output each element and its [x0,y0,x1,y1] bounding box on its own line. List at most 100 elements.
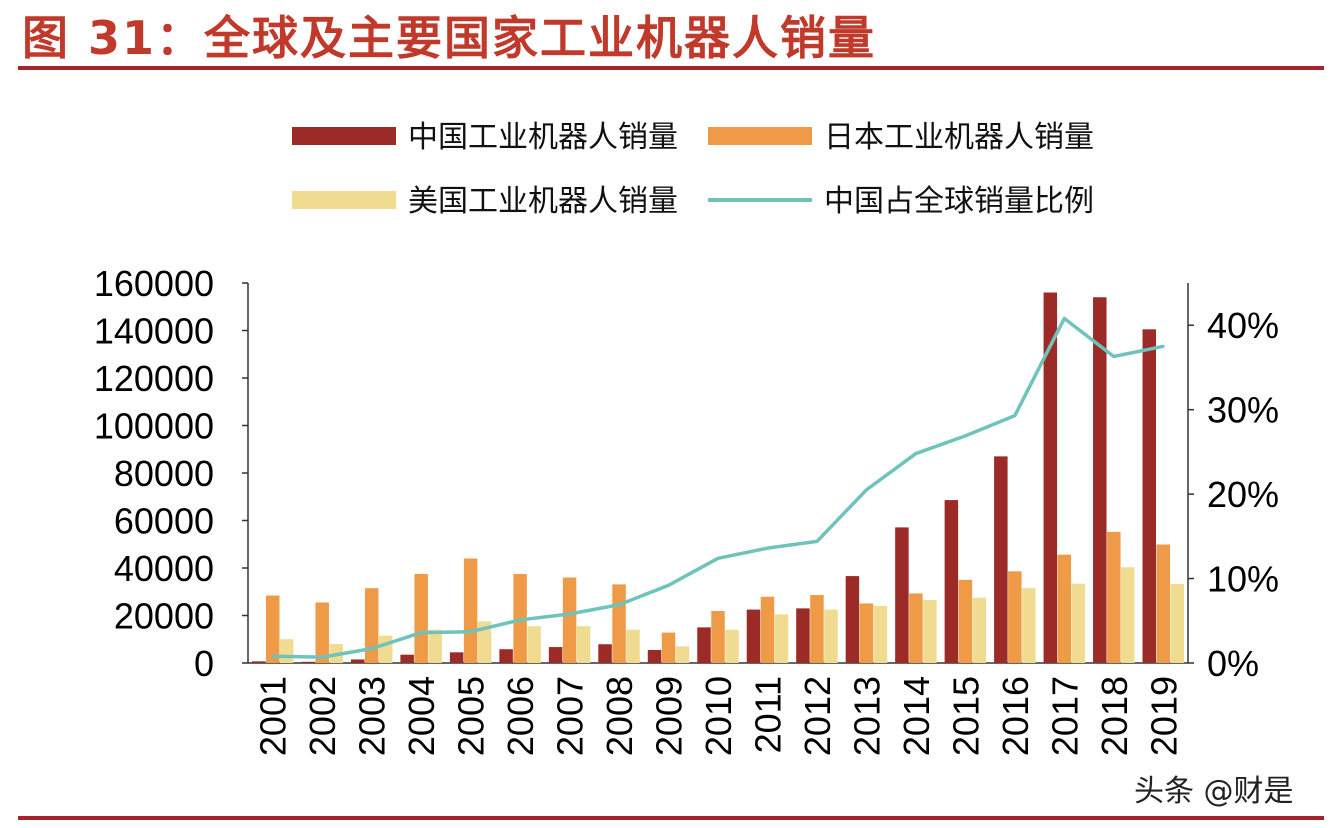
bar-china [1142,329,1157,663]
y-left-tick-label: 40000 [114,548,214,589]
bars [251,292,1185,663]
bar-usa [1121,567,1135,663]
bar-china [746,609,761,663]
x-tick-label: 2001 [253,676,294,756]
bar-japan [1008,571,1022,663]
x-tick-label: 2019 [1143,676,1184,756]
bar-china [994,456,1008,663]
bar-usa [675,646,690,663]
share-line [271,316,1165,659]
bar-japan [315,602,329,663]
bar-china [647,649,662,663]
share-point [914,452,918,456]
bar-japan [1057,554,1072,663]
share-point [518,618,522,622]
share-point [963,434,967,438]
bar-japan [1107,531,1121,663]
bar-japan [711,610,725,663]
bar-china [251,661,266,663]
bar-china [944,500,959,663]
axes: 0 20000 40000 60000 80000 100000 120000 140000 1… [94,263,1279,684]
bar-japan [364,588,379,663]
legend-swatch [708,127,812,145]
bar-japan [463,558,478,663]
y-left-tick-label: 100000 [94,406,214,447]
y-left-tick-label: 140000 [94,311,214,352]
legend-label: 美国工业机器人销量 [408,185,678,218]
x-tick-label: 2002 [302,676,343,756]
y-left-tick-label: 0 [194,643,214,684]
x-tick-labels: 2001 2002 2003 2004 2005 2006 2007 2008 2009 2010… [253,676,1185,756]
bar-japan [265,595,280,663]
bar-china [449,652,464,663]
bar-japan [859,603,874,663]
share-point [864,488,868,492]
x-tick-label: 2017 [1044,676,1085,756]
bar-china [697,627,711,663]
x-tick-label: 2018 [1094,676,1135,756]
bar-usa [972,597,987,663]
share-point [370,647,374,651]
bar-china [796,608,810,663]
y-left-tick-label: 160000 [94,263,214,304]
share-point [1062,316,1066,320]
bar-japan [810,595,824,663]
legend-swatch [292,127,396,145]
share-point [617,603,621,607]
bar-usa [477,621,492,663]
bar-china [400,654,414,663]
y-right-tick-label: 30% [1207,390,1279,431]
share-point [765,546,769,550]
bar-china [1043,292,1058,663]
bottom-rule [18,816,1324,820]
figure-title: 图 31：全球及主要国家工业机器人销量 [22,11,877,65]
x-tick-label: 2011 [747,676,788,753]
bar-japan [414,573,428,663]
bar-usa [378,635,393,663]
x-tick-label: 2010 [698,676,739,756]
bar-usa [428,629,442,663]
bar-usa [576,626,591,663]
bar-usa [1170,583,1185,663]
bar-china [1093,297,1107,663]
share-point [568,612,572,616]
bar-japan [909,593,923,663]
y-right-tick-label: 20% [1207,474,1279,515]
top-rule [18,66,1324,70]
y-left-tick-label: 80000 [114,453,214,494]
x-tick-label: 2005 [451,676,492,756]
y-right-tick-label: 0% [1207,643,1259,684]
bar-china [499,649,513,663]
bar-usa [873,606,888,663]
legend-label: 中国占全球销量比例 [824,185,1094,218]
x-tick-label: 2007 [550,676,591,756]
bar-usa [527,626,541,663]
share-point [469,630,473,634]
bar-japan [612,584,626,663]
x-tick-label: 2012 [797,676,838,756]
x-tick-label: 2003 [352,676,393,756]
bar-china [895,527,909,663]
x-tick-label: 2015 [945,676,986,756]
y-left-tick-label: 120000 [94,358,214,399]
bar-china [845,576,860,663]
y-left-tick-label: 60000 [114,501,214,542]
share-point [271,654,275,658]
bar-china [598,644,612,663]
share-point [320,655,324,659]
bar-usa [1071,583,1086,663]
legend-swatch [292,191,396,209]
share-point [419,631,423,635]
legend-label: 中国工业机器人销量 [408,121,678,154]
bar-usa [725,629,739,663]
watermark: 头条 @财是 [1134,774,1294,809]
bar-china [350,659,365,663]
x-tick-label: 2008 [599,676,640,756]
x-tick-label: 2016 [995,676,1036,756]
bar-usa [824,609,838,663]
bar-japan [958,579,973,663]
share-point [1161,344,1165,348]
share-point [667,583,671,587]
